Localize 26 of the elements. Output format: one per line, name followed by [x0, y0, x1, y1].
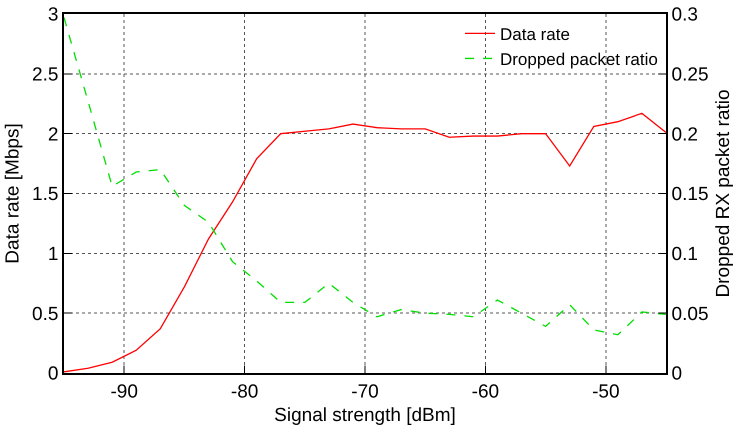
y-tick-label: 2 — [48, 124, 58, 146]
y2-tick-label: 0 — [672, 364, 682, 385]
legend-label: Dropped packet ratio — [500, 50, 658, 70]
y-tick-label: 0 — [48, 364, 58, 385]
y-axis-title: Data rate [Mbps] — [2, 123, 24, 264]
y-tick-label: 1 — [48, 244, 58, 265]
line-series — [64, 112, 666, 372]
x-axis-title: Signal strength [dBm] — [274, 404, 456, 426]
y2-axis-title: Dropped RX packet ratio — [712, 89, 734, 298]
line-series — [64, 16, 666, 336]
y2-tick-label: 0.1 — [672, 244, 698, 265]
x-tick-label: -70 — [351, 382, 379, 403]
y-tick-label: 3 — [48, 4, 58, 26]
y2-tick-label: 0.15 — [672, 184, 709, 206]
y2-tick-label: 0.2 — [672, 124, 698, 146]
y-tick-label: 0.5 — [32, 304, 58, 325]
x-tick-label: -80 — [230, 382, 258, 403]
y2-tick-label: 0.25 — [672, 64, 709, 86]
x-tick-label: -50 — [592, 382, 620, 403]
legend-label: Data rate — [500, 24, 570, 44]
x-tick-label: -60 — [472, 382, 500, 403]
y-tick-label: 1.5 — [32, 184, 58, 206]
y-tick-label: 2.5 — [32, 64, 58, 86]
y2-tick-label: 0.05 — [672, 304, 709, 325]
y2-tick-label: 0.3 — [672, 4, 698, 26]
x-tick-label: -90 — [110, 382, 138, 403]
